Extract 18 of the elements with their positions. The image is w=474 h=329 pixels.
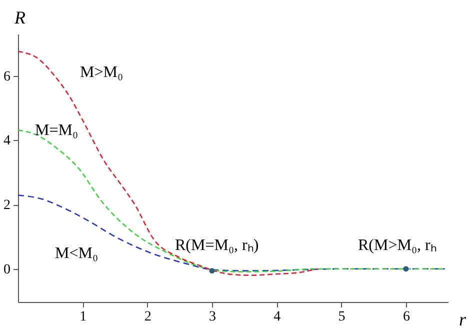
y-axis-title: R	[14, 8, 26, 28]
y-tick-label: 4	[4, 134, 10, 149]
annotation: M>M₀	[80, 64, 124, 81]
x-tick-label: 5	[338, 310, 346, 324]
x-tick-label: 2	[144, 310, 152, 324]
x-tick-label: 4	[274, 310, 281, 324]
x-tick-label: 6	[402, 310, 410, 324]
annotation: R(M>M₀, rₕ	[358, 237, 436, 254]
annotation: R(M=M₀, rₕ)	[175, 237, 259, 254]
annotation: M<M₀	[55, 245, 98, 262]
x-axis-title: r	[458, 310, 467, 329]
x-tick-label: 1	[80, 310, 87, 324]
y-tick-label: 2	[4, 198, 10, 214]
y-tick-label: 6	[4, 69, 10, 84]
x-tick-label: 3	[208, 310, 216, 324]
y-tick-label: 0	[4, 262, 10, 278]
annotation: M=M₀	[35, 122, 78, 139]
line-series	[17, 50, 318, 276]
